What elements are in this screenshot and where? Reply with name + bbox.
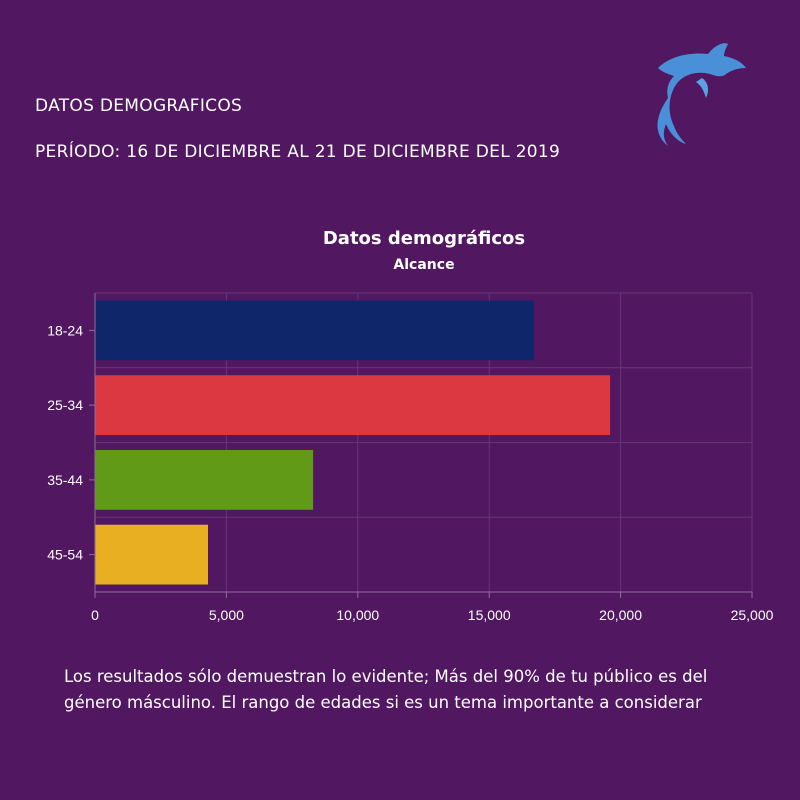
bar-45-54 (95, 524, 209, 585)
x-tick-label: 10,000 (336, 607, 379, 623)
bar-25-34 (95, 375, 611, 436)
y-tick-label: 35-44 (47, 472, 83, 488)
x-tick-label: 15,000 (468, 607, 511, 623)
bar-chart: Datos demográficos Alcance 0 5,000 10,000 1… (47, 228, 774, 623)
bar-35-44 (95, 449, 314, 510)
y-tick-label: 18-24 (47, 322, 83, 338)
x-tick-label: 5,000 (209, 607, 244, 623)
chart-axes: 0 5,000 10,000 15,000 20,000 25,000 18-24 25-34… (47, 293, 774, 623)
chart-subtitle: Alcance (393, 257, 454, 273)
y-tick-label: 45-54 (47, 547, 83, 563)
y-tick-label: 25-34 (47, 397, 83, 413)
footer-text: Los resultados sólo demuestran lo eviden… (64, 667, 708, 712)
page-title: DATOS DEMOGRAFICOS (35, 96, 243, 116)
chart-bars (95, 300, 611, 585)
x-tick-label: 25,000 (731, 607, 774, 623)
dolphin-icon (657, 43, 746, 146)
bar-18-24 (95, 300, 534, 361)
period-label: PERÍODO: 16 DE DICIEMBRE AL 21 DE DICIEM… (35, 142, 561, 162)
x-tick-label: 20,000 (599, 607, 642, 623)
x-tick-label: 0 (91, 607, 99, 623)
chart-title: Datos demográficos (323, 228, 525, 249)
